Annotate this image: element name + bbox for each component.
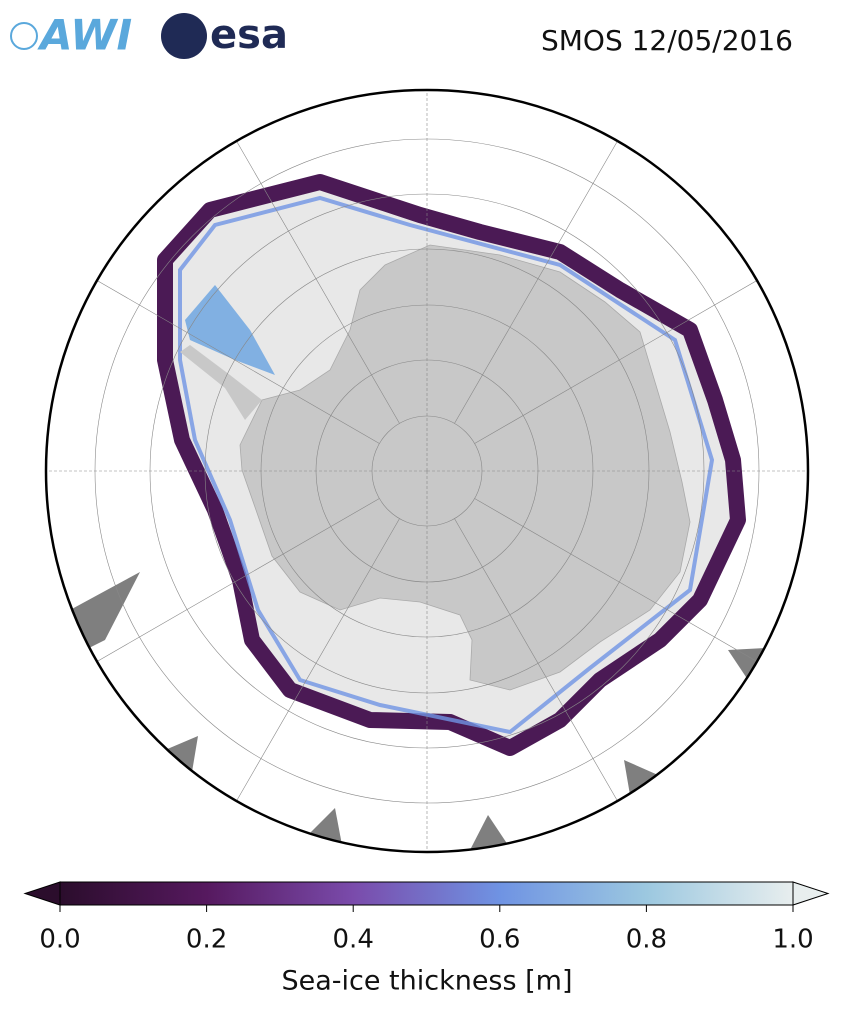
- colorbar-ramp: [59, 881, 794, 906]
- colorbar-tick-label: 0.4: [333, 925, 374, 955]
- map-title: SMOS 12/05/2016: [541, 24, 793, 57]
- land-fringes: [70, 572, 765, 850]
- colorbar-tick-label: 0.2: [186, 925, 227, 955]
- meridian: [454, 133, 623, 424]
- meridian: [454, 518, 623, 809]
- colorbar-tick-label: 0.8: [626, 925, 667, 955]
- meridian: [89, 275, 380, 444]
- colorbar-tick-label: 1.0: [772, 925, 813, 955]
- meridian: [474, 275, 765, 444]
- awi-globe: [10, 22, 38, 50]
- antarctica: [239, 244, 691, 691]
- colorbar-label: Sea-ice thickness [m]: [281, 966, 572, 997]
- meridian: [89, 498, 380, 667]
- awi-logo: AWI: [37, 11, 132, 60]
- colorbar-tick-label: 0.6: [479, 925, 520, 955]
- colorbar: [23, 881, 830, 912]
- graticule: [46, 90, 808, 852]
- meridian: [231, 133, 400, 424]
- colorbar-tick-label: 0.0: [39, 925, 80, 955]
- map-border: [44, 88, 810, 854]
- colorbar-extend-high: [792, 881, 830, 906]
- esa-logo: esa: [210, 12, 288, 58]
- meridian: [231, 518, 400, 809]
- thick-ice-patch: [185, 285, 275, 375]
- colorbar-extend-low: [23, 881, 61, 906]
- esa-globe: [161, 13, 207, 59]
- logos: AWI esa: [10, 11, 288, 60]
- meridian: [474, 498, 765, 667]
- map: [46, 90, 808, 852]
